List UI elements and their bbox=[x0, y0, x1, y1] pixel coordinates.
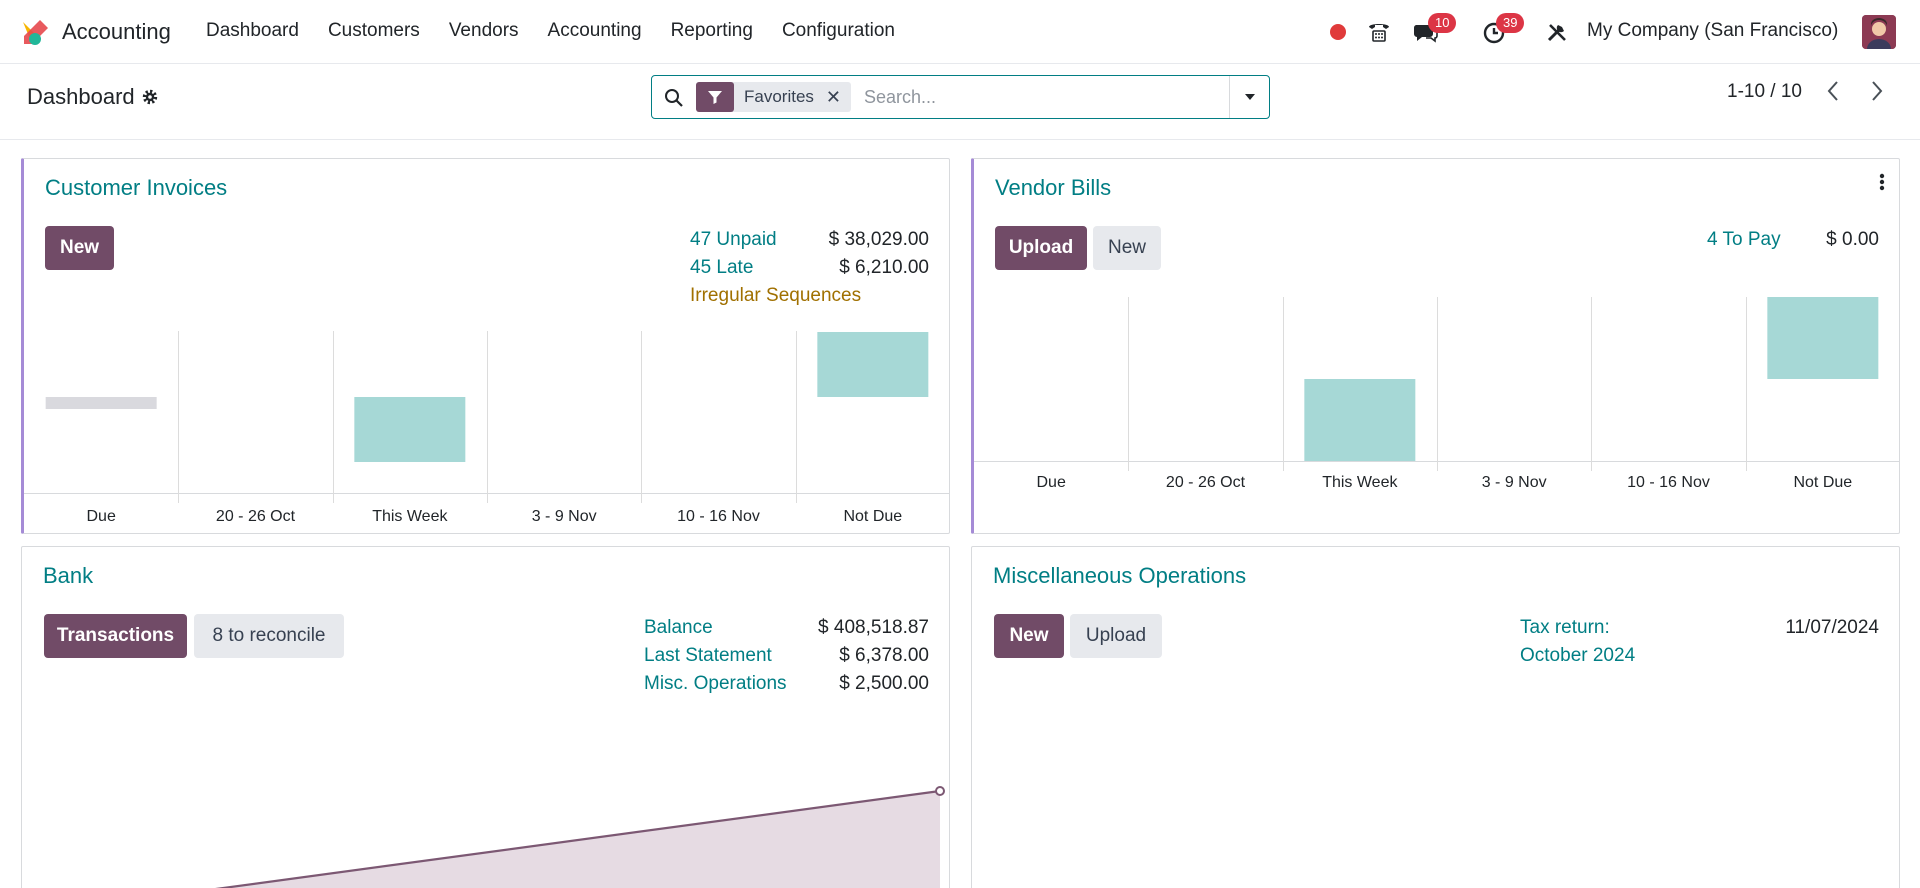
card-title[interactable]: Vendor Bills bbox=[995, 175, 1112, 200]
messages-badge: 10 bbox=[1428, 13, 1457, 33]
menu-dashboard[interactable]: Dashboard bbox=[206, 20, 299, 41]
last-statement-link[interactable]: Last Statement bbox=[644, 645, 772, 666]
vendor-bills-card: Vendor Bills Upload New 4 To Pay $ 0.00 … bbox=[971, 158, 1900, 534]
bar-this-week bbox=[1304, 379, 1416, 461]
to-pay-amount: $ 0.00 bbox=[1826, 229, 1879, 250]
new-bill-button[interactable]: New bbox=[1093, 226, 1161, 270]
x-tick-label: 10 - 16 Nov bbox=[677, 508, 760, 525]
caret-down-icon bbox=[1244, 94, 1255, 100]
bills-bar-chart: Due 20 - 26 Oct This Week 3 - 9 Nov 10 - 16 … bbox=[974, 297, 1900, 491]
x-tick-label: 3 - 9 Nov bbox=[532, 508, 597, 525]
misc-operations-amount: $ 2,500.00 bbox=[839, 673, 929, 694]
breadcrumb: Dashboard bbox=[27, 84, 159, 110]
pager-value[interactable]: 1-10 / 10 bbox=[1727, 81, 1802, 102]
x-tick-label: Due bbox=[1036, 474, 1065, 491]
pager-previous-button[interactable] bbox=[1826, 80, 1840, 108]
recording-status-icon[interactable] bbox=[1326, 14, 1350, 50]
filter-icon bbox=[696, 82, 734, 112]
misc-operations-card: Miscellaneous Operations New Upload Tax … bbox=[971, 546, 1900, 888]
x-tick-label: This Week bbox=[372, 508, 448, 525]
x-tick-label: Not Due bbox=[1793, 474, 1852, 491]
menu-configuration[interactable]: Configuration bbox=[781, 20, 895, 41]
accounting-app-icon[interactable] bbox=[20, 18, 50, 48]
bank-card: Bank Transactions 8 to reconcile Balance… bbox=[21, 546, 950, 888]
late-amount: $ 6,210.00 bbox=[839, 257, 929, 278]
tax-return-period-link[interactable]: October 2024 bbox=[1520, 645, 1636, 666]
activities-icon[interactable]: 39 bbox=[1476, 13, 1525, 50]
upload-bill-button[interactable]: Upload bbox=[995, 226, 1087, 270]
x-tick-label: This Week bbox=[1322, 474, 1398, 491]
page-title: Dashboard bbox=[27, 84, 135, 109]
kebab-menu-icon[interactable] bbox=[1879, 173, 1885, 191]
new-invoice-button[interactable]: New bbox=[45, 226, 114, 270]
placeholder-bar bbox=[45, 397, 157, 409]
menu-customers[interactable]: Customers bbox=[327, 20, 420, 41]
activities-badge: 39 bbox=[1496, 13, 1525, 33]
upload-entry-button[interactable]: Upload bbox=[1070, 614, 1162, 658]
debug-tools-icon[interactable] bbox=[1543, 14, 1571, 50]
menu-vendors[interactable]: Vendors bbox=[448, 20, 519, 41]
bar-not-due bbox=[1767, 297, 1879, 379]
bar-this-week bbox=[354, 397, 466, 462]
transactions-button[interactable]: Transactions bbox=[44, 614, 187, 658]
chevron-left-icon bbox=[1827, 81, 1838, 101]
tax-return-date: 11/07/2024 bbox=[1785, 617, 1879, 638]
invoices-bar-chart: Due 20 - 26 Oct This Week 3 - 9 Nov 10 - 16 … bbox=[24, 331, 950, 525]
customer-invoices-card: Customer Invoices New 47 Unpaid $ 38,029… bbox=[21, 158, 950, 534]
card-title[interactable]: Miscellaneous Operations bbox=[993, 563, 1247, 588]
favorites-facet[interactable]: Favorites ✕ bbox=[696, 82, 852, 112]
search-input[interactable] bbox=[864, 84, 1224, 110]
irregular-sequences-link[interactable]: Irregular Sequences bbox=[690, 285, 862, 306]
gear-icon[interactable] bbox=[141, 88, 159, 106]
menu-reporting[interactable]: Reporting bbox=[670, 20, 753, 41]
x-tick-label: Due bbox=[86, 508, 115, 525]
balance-link[interactable]: Balance bbox=[644, 617, 713, 638]
x-tick-label: Not Due bbox=[843, 508, 902, 525]
card-title[interactable]: Bank bbox=[43, 563, 94, 588]
x-tick-label: 3 - 9 Nov bbox=[1482, 474, 1547, 491]
top-navbar: Accounting Dashboard Customers Vendors A… bbox=[0, 0, 1920, 64]
unpaid-amount: $ 38,029.00 bbox=[828, 229, 929, 250]
phone-icon[interactable] bbox=[1364, 14, 1394, 50]
late-invoices-link[interactable]: 45 Late bbox=[690, 257, 754, 278]
company-switcher[interactable]: My Company (San Francisco) bbox=[1587, 20, 1839, 41]
unpaid-invoices-link[interactable]: 47 Unpaid bbox=[690, 229, 777, 250]
bar-not-due bbox=[817, 332, 929, 397]
chevron-right-icon bbox=[1872, 81, 1883, 101]
to-pay-link[interactable]: 4 To Pay bbox=[1707, 229, 1781, 250]
remove-facet-icon[interactable]: ✕ bbox=[825, 86, 842, 107]
balance-amount: $ 408,518.87 bbox=[818, 617, 929, 638]
tax-return-link[interactable]: Tax return: bbox=[1520, 617, 1610, 638]
bank-balance-chart bbox=[215, 786, 945, 888]
main-menu: Dashboard Customers Vendors Accounting R… bbox=[206, 20, 924, 42]
x-tick-label: 20 - 26 Oct bbox=[1166, 474, 1246, 491]
messages-icon[interactable]: 10 bbox=[1408, 13, 1457, 50]
pager-next-button[interactable] bbox=[1870, 80, 1884, 108]
balance-line bbox=[215, 789, 941, 888]
balance-point bbox=[935, 786, 945, 796]
reconcile-button[interactable]: 8 to reconcile bbox=[194, 614, 344, 658]
facet-label: Favorites bbox=[744, 87, 814, 106]
user-avatar[interactable] bbox=[1862, 15, 1896, 49]
new-entry-button[interactable]: New bbox=[994, 614, 1064, 658]
x-tick-label: 20 - 26 Oct bbox=[216, 508, 296, 525]
menu-accounting[interactable]: Accounting bbox=[547, 20, 642, 41]
card-title[interactable]: Customer Invoices bbox=[45, 175, 228, 200]
control-panel: Dashboard Favorites ✕ 1-10 / 10 bbox=[0, 64, 1920, 140]
x-tick-label: 10 - 16 Nov bbox=[1627, 474, 1710, 491]
search-bar: Favorites ✕ bbox=[651, 75, 1270, 119]
search-options-toggle[interactable] bbox=[1229, 76, 1269, 118]
balance-area bbox=[223, 791, 940, 888]
app-name[interactable]: Accounting bbox=[62, 19, 171, 44]
search-icon[interactable] bbox=[664, 88, 684, 108]
last-statement-amount: $ 6,378.00 bbox=[839, 645, 929, 666]
misc-operations-link[interactable]: Misc. Operations bbox=[644, 673, 787, 694]
